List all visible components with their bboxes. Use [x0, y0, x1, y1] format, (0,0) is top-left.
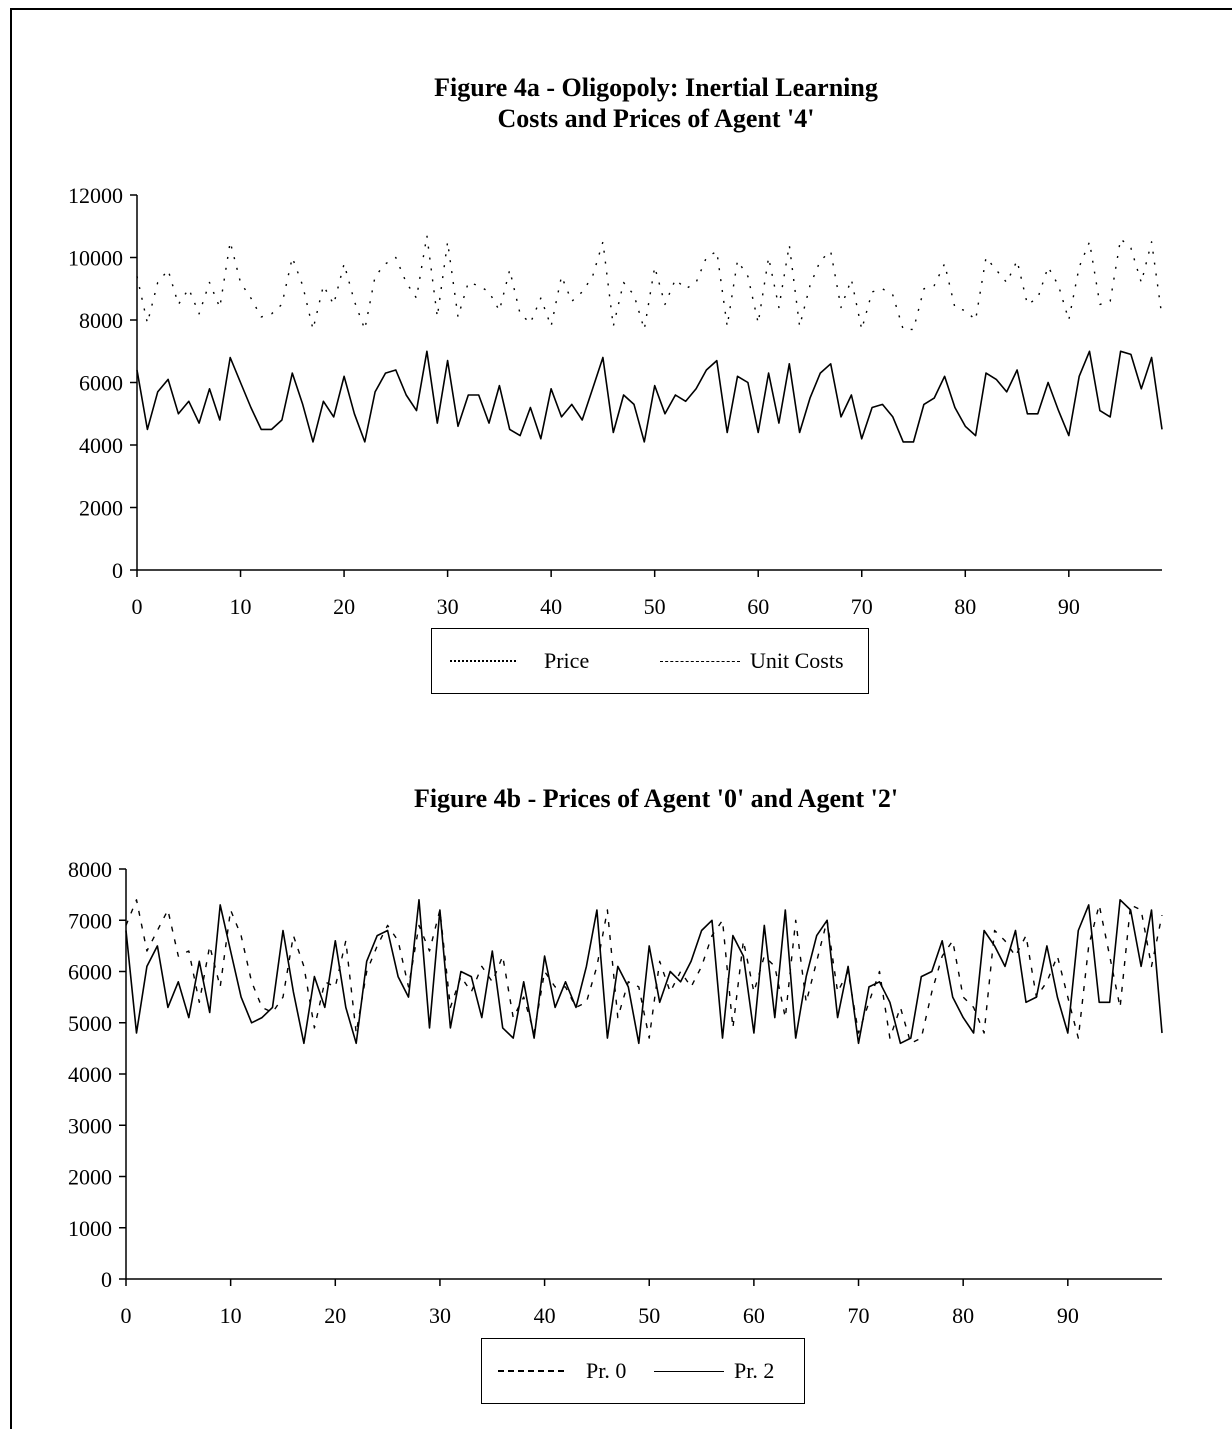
fig4b-x-tick-label: 60	[743, 1303, 765, 1328]
fig4b-y-tick-label: 0	[101, 1267, 112, 1292]
fig4b-y-tick-label: 4000	[68, 1062, 112, 1087]
fig4b-x-tick-label: 20	[324, 1303, 346, 1328]
figure-4a-legend: Price Unit Costs	[431, 628, 869, 694]
legend-swatch-pr2	[654, 1370, 724, 1372]
legend-item-pr0: Pr. 0	[498, 1339, 626, 1403]
fig4a-x-tick-label: 90	[1058, 594, 1080, 619]
legend-swatch-price	[450, 660, 516, 662]
fig4b-y-tick-label: 2000	[68, 1165, 112, 1190]
fig4b-x-tick-label: 50	[638, 1303, 660, 1328]
fig4b-x-tick-label: 0	[121, 1303, 132, 1328]
fig4b-x-tick-label: 90	[1057, 1303, 1079, 1328]
fig4a-series-unit-costs	[136, 350, 1163, 443]
fig4b-y-tick-label: 8000	[68, 857, 112, 882]
page-border-top	[10, 8, 1232, 10]
fig4b-x-tick-label: 40	[534, 1303, 556, 1328]
fig4a-y-tick-label: 8000	[79, 308, 123, 333]
fig4b-x-tick-label: 70	[848, 1303, 870, 1328]
fig4a-y-tick-label: 2000	[79, 496, 123, 521]
legend-item-unit-costs: Unit Costs	[660, 629, 844, 693]
figure-4a-title: Figure 4a - Oligopoly: Inertial Learning	[434, 73, 878, 102]
fig4b-series-pr-2	[125, 898, 1163, 1045]
fig4a-y-tick-label: 12000	[68, 183, 123, 208]
fig4a-y-tick-label: 6000	[79, 371, 123, 396]
legend-label-unit-costs: Unit Costs	[750, 648, 844, 673]
fig4b-y-tick-label: 1000	[68, 1216, 112, 1241]
figure-4b-legend: Pr. 0 Pr. 2	[481, 1338, 805, 1404]
fig4a-y-tick-label: 10000	[68, 246, 123, 271]
fig4a-y-tick-label: 0	[112, 558, 123, 583]
fig4b-y-tick-label: 5000	[68, 1011, 112, 1036]
fig4a-x-tick-label: 50	[644, 594, 666, 619]
fig4a-y-tick-label: 4000	[79, 433, 123, 458]
fig4a-x-tick-label: 60	[747, 594, 769, 619]
legend-item-price: Price	[450, 629, 589, 693]
figure-4b-title: Figure 4b - Prices of Agent '0' and Agen…	[413, 784, 899, 813]
legend-label-pr2: Pr. 2	[734, 1358, 775, 1383]
fig4a-x-tick-label: 10	[230, 594, 252, 619]
fig4a-x-tick-label: 40	[540, 594, 562, 619]
fig4a-x-tick-label: 80	[954, 594, 976, 619]
legend-swatch-pr0	[498, 1370, 564, 1372]
fig4b-x-tick-label: 80	[952, 1303, 974, 1328]
fig4a-series-price	[136, 234, 1163, 331]
fig4b-y-tick-label: 7000	[68, 908, 112, 933]
fig4b-x-tick-label: 10	[220, 1303, 242, 1328]
fig4b-y-tick-label: 3000	[68, 1113, 112, 1138]
fig4b-y-tick-label: 6000	[68, 960, 112, 985]
fig4a-x-tick-label: 0	[132, 594, 143, 619]
fig4a-x-tick-label: 20	[333, 594, 355, 619]
legend-swatch-unit-costs	[660, 660, 740, 662]
legend-item-pr2: Pr. 2	[654, 1339, 774, 1403]
legend-label-pr0: Pr. 0	[586, 1358, 627, 1383]
fig4b-series-pr-0	[125, 899, 1163, 1045]
legend-label-price: Price	[544, 648, 590, 673]
page-border-left	[10, 8, 12, 1429]
fig4b-x-tick-label: 30	[429, 1303, 451, 1328]
fig4a-x-tick-label: 30	[437, 594, 459, 619]
fig4a-x-tick-label: 70	[851, 594, 873, 619]
figure-4a-subtitle: Costs and Prices of Agent '4'	[497, 104, 815, 133]
